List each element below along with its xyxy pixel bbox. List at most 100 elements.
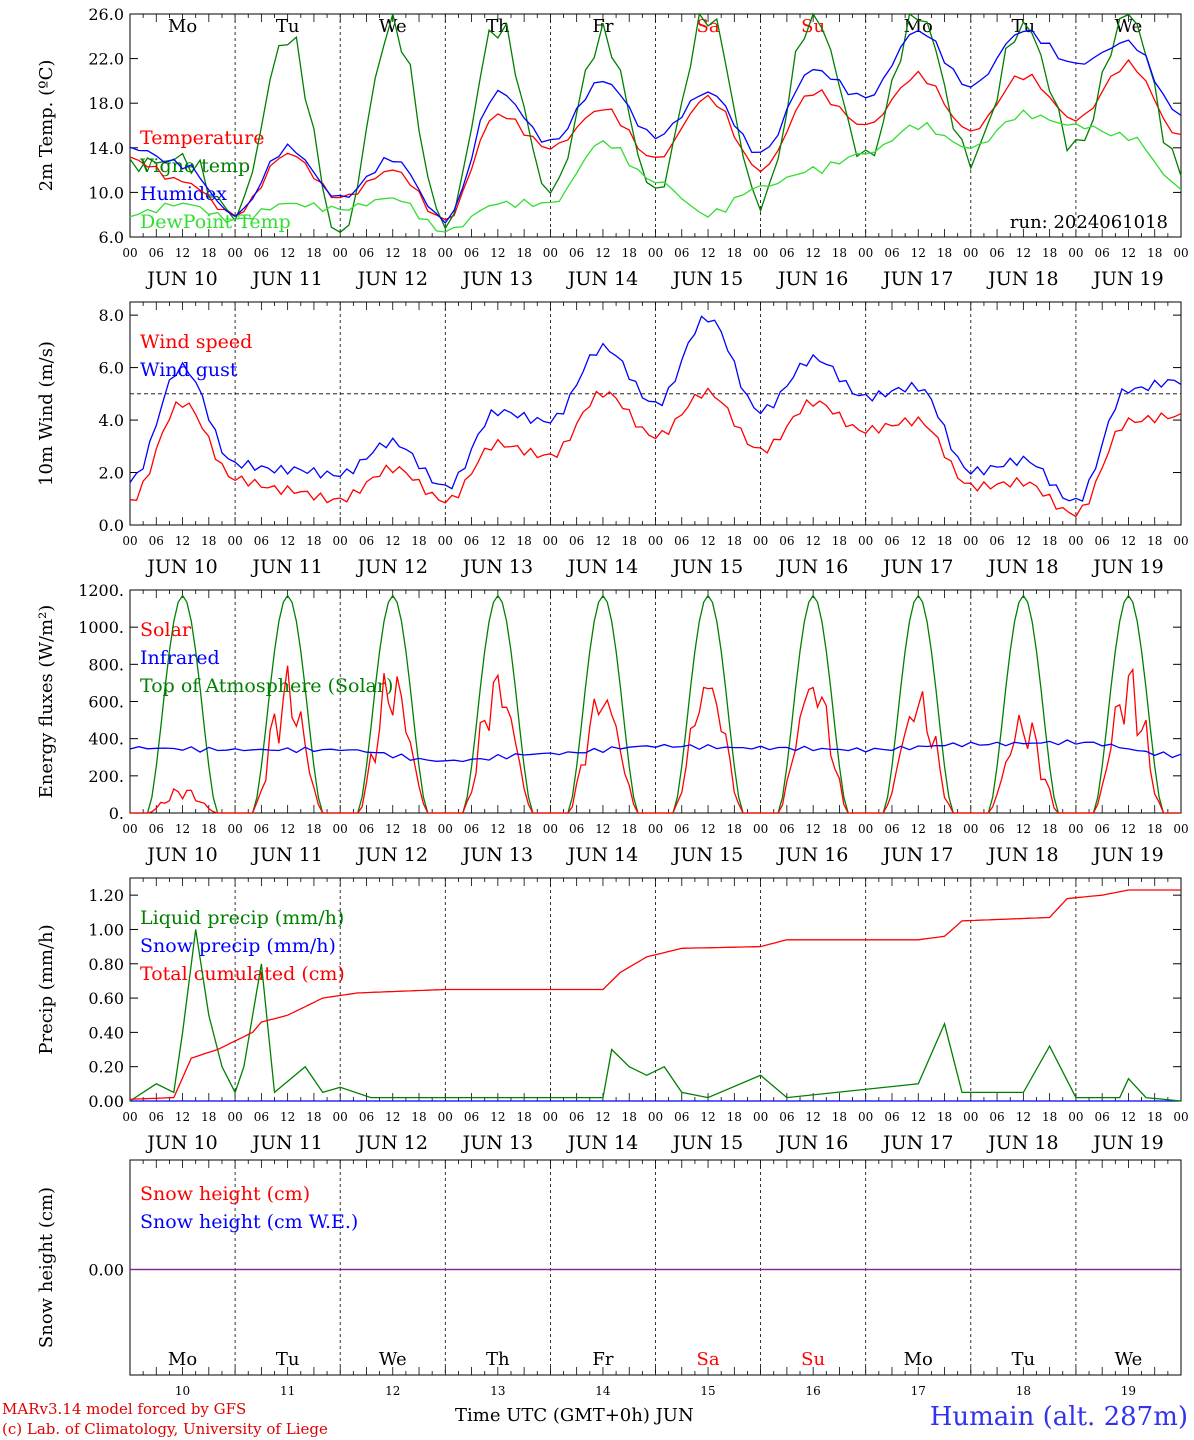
panel-frame-3 [129,589,1182,814]
hour-tick-label: 12 [595,822,610,836]
hour-tick-label: 00 [1068,822,1083,836]
hour-tick-label: 00 [858,1110,873,1124]
day-number-label: 12 [385,1384,400,1398]
model-credit: MARv3.14 model forced by GFS [2,1400,247,1418]
date-label: JUN 11 [250,1132,322,1154]
day-number-label: 15 [700,1384,715,1398]
hour-tick-label: 18 [832,534,847,548]
date-label: JUN 11 [250,268,322,290]
hour-tick-label: 12 [595,534,610,548]
hour-tick-label: 06 [464,534,479,548]
hour-tick-label: 18 [306,246,321,260]
hour-tick-label: 06 [149,534,164,548]
hour-tick-label: 06 [359,534,374,548]
legend-entry: Temperature [140,127,264,149]
hour-tick-label: 18 [411,534,426,548]
legend-entry: Snow precip (mm/h) [140,935,336,957]
weekday-label: We [379,1349,407,1370]
hour-tick-label: 18 [1042,246,1057,260]
hour-tick-label: 18 [832,246,847,260]
hour-tick-label: 18 [727,246,742,260]
hour-tick-label: 00 [753,822,768,836]
day-number-label: 14 [595,1384,611,1398]
y-tick-label: 2.0 [99,464,124,483]
hour-tick-label: 12 [280,534,295,548]
hour-tick-label: 06 [464,822,479,836]
y-tick-label: 0. [109,804,124,823]
hour-tick-label: 18 [937,534,952,548]
date-label: JUN 14 [566,556,638,578]
hour-tick-label: 18 [411,822,426,836]
day-number-label: 18 [1016,1384,1031,1398]
legend-entry: Liquid precip (mm/h) [140,907,344,929]
weekday-label: Tu [276,1349,300,1370]
y-tick-label: 8.0 [99,306,124,325]
hour-tick-label: 18 [411,1110,426,1124]
weekday-label: Fr [592,16,613,37]
y-tick-label: 0.80 [88,955,124,974]
hour-tick-label: 06 [254,1110,269,1124]
hour-tick-label: 00 [1173,246,1188,260]
date-label: JUN 13 [461,1132,533,1154]
hour-tick-label: 18 [622,822,637,836]
hour-tick-label: 18 [727,1110,742,1124]
hour-tick-label: 06 [779,246,794,260]
hour-tick-label: 06 [1095,1110,1110,1124]
date-label: JUN 17 [881,268,953,290]
hour-tick-label: 18 [201,822,216,836]
hour-tick-label: 00 [227,246,242,260]
hour-tick-label: 12 [1121,246,1136,260]
hour-tick-label: 06 [359,1110,374,1124]
day-number-label: 11 [280,1384,295,1398]
date-label: JUN 10 [145,1132,217,1154]
legend-entry: Wind speed [140,331,252,353]
hour-tick-label: 00 [122,1110,137,1124]
legend-entry: DewPoint Temp [140,211,291,233]
date-label: JUN 15 [671,844,743,866]
hour-tick-label: 00 [227,1110,242,1124]
hour-tick-label: 12 [385,534,400,548]
hour-tick-label: 06 [359,246,374,260]
legend-entry: Top of Atmosphere (Solar) [140,675,393,697]
y-tick-label: 200. [88,767,124,786]
hour-tick-label: 12 [280,246,295,260]
hour-tick-label: 18 [1147,534,1162,548]
date-label: JUN 18 [986,1132,1058,1154]
y-tick-label: 400. [88,730,124,749]
hour-tick-label: 00 [122,534,137,548]
hour-tick-label: 06 [884,1110,899,1124]
hour-tick-label: 00 [227,822,242,836]
day-number-label: 13 [490,1384,505,1398]
hour-tick-label: 00 [333,534,348,548]
y-tick-label: 600. [88,693,124,712]
hour-tick-label: 12 [490,822,505,836]
y-tick-label: 4.0 [99,411,124,430]
date-label: JUN 18 [986,556,1058,578]
date-label: JUN 15 [671,1132,743,1154]
date-label: JUN 16 [776,1132,848,1154]
hour-tick-label: 06 [884,534,899,548]
legend-entry: Solar [140,619,192,641]
date-label: JUN 14 [566,268,638,290]
date-label: JUN 18 [986,844,1058,866]
hour-tick-label: 12 [280,1110,295,1124]
y-tick-label: 10.0 [88,183,124,202]
weekday-label: Tu [276,16,300,37]
hour-tick-label: 18 [516,822,531,836]
hour-tick-label: 06 [149,1110,164,1124]
hour-tick-label: 18 [832,822,847,836]
series-line-infrared [129,739,1182,763]
hour-tick-label: 00 [858,822,873,836]
hour-tick-label: 12 [385,1110,400,1124]
panel-frame-2 [129,301,1182,526]
hour-tick-label: 06 [779,1110,794,1124]
hour-tick-label: 18 [306,534,321,548]
hour-tick-label: 06 [569,246,584,260]
date-label: JUN 11 [250,556,322,578]
hour-tick-label: 12 [1016,534,1031,548]
y-axis-label: 10m Wind (m/s) [36,341,57,486]
hour-tick-label: 06 [569,1110,584,1124]
hour-tick-label: 00 [648,534,663,548]
hour-tick-label: 00 [227,534,242,548]
